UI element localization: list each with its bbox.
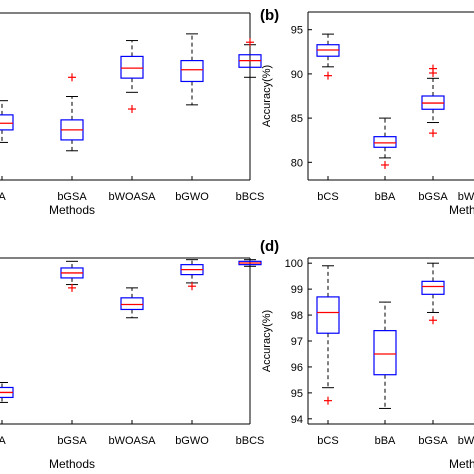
y-axis-label: Accuracy(%) (261, 65, 273, 127)
box-bCS (316, 265, 340, 405)
iqr-box (373, 136, 397, 148)
iqr-box (0, 114, 14, 131)
panel-b-top-right: 80 85 90 95 Accuracy(%) (b) bCS bBA bGSA bWMethod… (260, 7, 474, 217)
x-tick-label: bBCS (236, 191, 265, 203)
panel-d-bottom-right: 94 95 96 97 98 99 100 Accuracy(%) (d) bCS bBA bGSA b… (260, 238, 474, 471)
x-tick-label: bBA (375, 191, 396, 203)
iqr-box (120, 297, 144, 311)
iqr-box (180, 59, 204, 83)
x-tick-label: bGSA (418, 435, 448, 447)
y-tick-label: 85 (291, 113, 303, 125)
x-tick-label: bWOASA (108, 435, 156, 447)
y-tick-label: 95 (291, 388, 303, 400)
box-bBA (0, 100, 14, 143)
box-bBA (373, 117, 397, 169)
x-axis-label: Methods (449, 457, 474, 471)
outlier-marker (381, 160, 389, 169)
panel-letter: (b) (260, 7, 279, 24)
box-bWOASA (120, 287, 144, 319)
x-tick-label: bBCS (236, 435, 265, 447)
x-tick-label: A (0, 435, 6, 447)
iqr-box (316, 296, 340, 334)
x-tick-label: A (0, 191, 6, 203)
y-tick-label: 90 (291, 69, 303, 81)
x-tick-label: bCS (317, 435, 338, 447)
box-bWOASA (120, 40, 144, 114)
y-tick-label: 97 (291, 336, 303, 348)
outlier-marker (128, 105, 136, 114)
box-bGSA (421, 262, 445, 325)
outlier-marker (429, 64, 437, 73)
box-bGWO (180, 33, 204, 106)
panel-letter: (d) (260, 238, 279, 255)
x-tick-label: bW (458, 191, 474, 203)
y-tick-label: 99 (291, 284, 303, 296)
y-tick-label: 80 (291, 157, 303, 169)
x-tick-label: bGWO (175, 435, 209, 447)
box-bGSA (60, 73, 84, 152)
box-bGWO (180, 259, 204, 291)
box-bBCS (238, 259, 262, 267)
outlier-marker (68, 73, 76, 82)
x-tick-label: bGWO (175, 191, 209, 203)
outlier-marker (188, 282, 196, 291)
box-bGSA (421, 64, 445, 138)
y-tick-label: 96 (291, 362, 303, 374)
x-tick-label: bGSA (418, 191, 448, 203)
x-tick-label: bWOASA (108, 191, 156, 203)
outlier-marker (246, 38, 254, 47)
x-axis-label: Methods (449, 203, 474, 217)
outlier-marker (429, 316, 437, 325)
outlier-marker (429, 129, 437, 138)
x-axis-label: Methods (49, 203, 95, 217)
x-tick-label: bW (458, 435, 474, 447)
y-tick-label: 94 (291, 414, 303, 426)
box-bBA (373, 301, 397, 409)
iqr-box (373, 330, 397, 376)
outlier-marker (68, 283, 76, 292)
x-tick-label: bCS (317, 191, 338, 203)
x-axis-label: Methods (49, 457, 95, 471)
outlier-marker (324, 71, 332, 80)
x-tick-label: bGSA (57, 435, 87, 447)
y-tick-label: 98 (291, 310, 303, 322)
outlier-marker (324, 396, 332, 405)
box-bCS (316, 33, 340, 80)
y-axis-label: Accuracy(%) (261, 310, 273, 372)
box-bBA (0, 382, 14, 403)
box-bGSA (60, 260, 84, 292)
iqr-box (421, 280, 445, 295)
iqr-box (120, 55, 144, 79)
box-bBCS (238, 38, 262, 78)
y-tick-label: 100 (285, 258, 303, 270)
x-tick-label: bBA (375, 435, 396, 447)
y-tick-label: 95 (291, 25, 303, 37)
x-tick-label: bGSA (57, 191, 87, 203)
